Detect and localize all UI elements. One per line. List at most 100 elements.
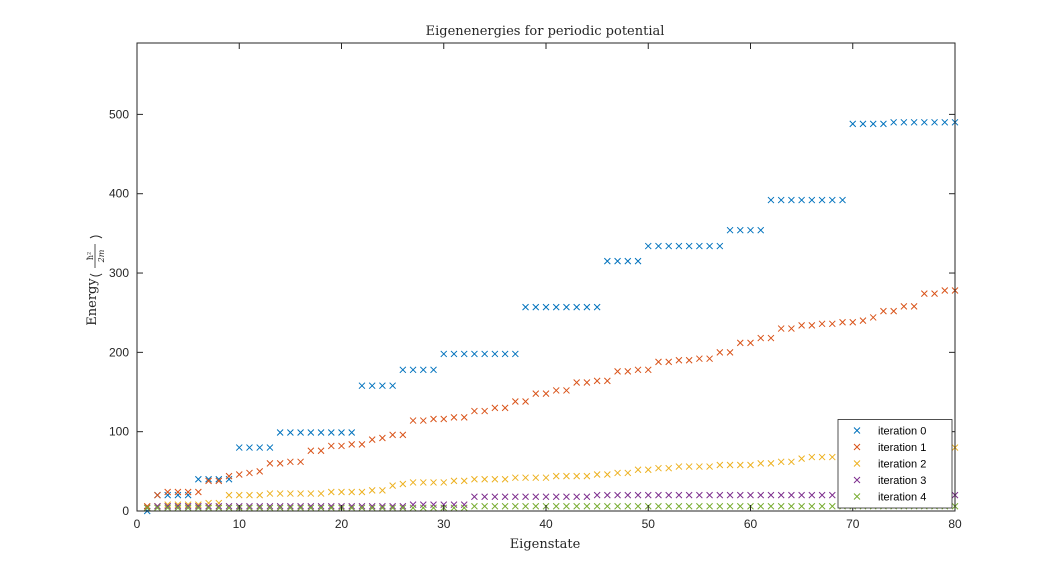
data-point — [471, 502, 478, 510]
data-point — [696, 502, 703, 510]
data-point — [890, 118, 898, 126]
data-point — [522, 474, 529, 482]
data-point — [409, 479, 417, 486]
data-point — [655, 242, 662, 250]
data-point — [552, 472, 560, 480]
data-point — [532, 303, 540, 311]
data-point — [736, 339, 744, 347]
data-point — [409, 417, 417, 424]
data-point — [706, 355, 713, 363]
data-point — [389, 504, 396, 512]
data-point — [777, 502, 785, 510]
legend-marker — [853, 443, 861, 451]
x-tick-label: 40 — [539, 517, 553, 531]
data-point — [297, 502, 304, 510]
data-marks — [143, 118, 959, 515]
data-point — [307, 502, 315, 510]
data-point — [389, 431, 396, 439]
data-point — [143, 504, 151, 512]
y-tick-label: 500 — [109, 107, 129, 121]
data-point — [389, 382, 396, 390]
data-point — [481, 475, 489, 483]
data-point — [593, 377, 601, 385]
legend-marker — [853, 460, 861, 467]
data-point — [164, 488, 172, 496]
data-point — [716, 242, 724, 250]
data-point — [317, 447, 325, 455]
data-point — [399, 480, 407, 488]
data-point — [716, 461, 724, 469]
data-point — [542, 474, 550, 482]
series-iteration-3 — [143, 491, 959, 512]
data-point — [450, 477, 458, 485]
data-point — [246, 491, 253, 499]
data-point — [808, 502, 816, 510]
data-point — [471, 407, 478, 415]
data-point — [297, 458, 304, 466]
data-point — [583, 303, 591, 311]
data-point — [154, 502, 161, 510]
legend-entry: iteration 4 — [878, 492, 926, 504]
data-point — [164, 504, 172, 512]
data-point — [266, 444, 274, 451]
data-point — [471, 475, 478, 483]
data-point — [655, 358, 662, 366]
x-tick-label: 50 — [642, 517, 656, 531]
data-point — [552, 387, 560, 394]
data-point — [307, 490, 315, 497]
data-point — [276, 502, 284, 510]
data-point — [368, 502, 376, 510]
data-point — [409, 366, 417, 374]
data-point — [880, 307, 887, 315]
data-point — [726, 502, 734, 510]
data-point — [696, 355, 703, 363]
data-point — [338, 429, 345, 436]
data-point — [593, 502, 601, 510]
data-point — [603, 257, 611, 265]
data-point — [205, 502, 212, 510]
data-point — [491, 350, 499, 358]
legend-entry: iteration 1 — [878, 442, 926, 454]
x-tick-label: 60 — [744, 517, 758, 531]
data-point — [511, 350, 519, 358]
data-point — [246, 504, 253, 512]
data-point — [808, 322, 816, 329]
x-tick-label: 20 — [335, 517, 349, 531]
plot-area — [137, 43, 955, 511]
data-point — [839, 196, 846, 204]
data-point — [624, 502, 632, 510]
data-point — [685, 463, 693, 470]
data-point — [287, 458, 294, 466]
data-point — [685, 502, 693, 510]
data-point — [419, 504, 427, 512]
data-point — [348, 488, 356, 496]
data-point — [317, 502, 325, 510]
data-point — [460, 477, 468, 485]
data-point — [511, 398, 519, 405]
data-point — [542, 303, 550, 311]
y-tick-label: 300 — [109, 266, 129, 280]
data-point — [716, 502, 724, 510]
data-point — [931, 118, 938, 126]
data-point — [696, 242, 703, 250]
y-tick-label: 200 — [109, 345, 129, 359]
data-point — [849, 318, 857, 326]
data-point — [593, 303, 601, 311]
data-point — [287, 502, 294, 510]
data-point — [603, 377, 611, 385]
data-point — [184, 501, 192, 509]
data-point — [675, 491, 683, 499]
data-point — [552, 303, 560, 311]
data-point — [430, 366, 437, 374]
data-point — [706, 502, 713, 510]
data-point — [389, 502, 396, 510]
data-point — [736, 226, 744, 234]
data-point — [593, 491, 601, 499]
legend-entry: iteration 2 — [878, 459, 926, 471]
data-point — [747, 461, 754, 469]
data-point — [665, 502, 673, 510]
data-point — [818, 453, 826, 461]
data-point — [818, 196, 826, 204]
x-tick-label: 70 — [846, 517, 860, 531]
data-point — [767, 491, 775, 499]
